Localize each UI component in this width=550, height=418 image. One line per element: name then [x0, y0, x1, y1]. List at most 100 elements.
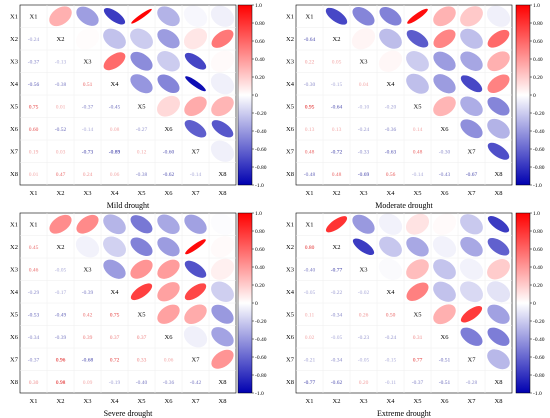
- colorbar-tick-label: -0.60: [533, 355, 545, 361]
- correlation-value: 0.48: [332, 172, 342, 178]
- x-tick-label: X8: [495, 398, 503, 405]
- correlation-value: -0.02: [358, 290, 370, 296]
- correlation-ellipse: [183, 5, 208, 27]
- y-tick-label: X2: [10, 36, 18, 43]
- colorbar-tick-label: 0.40: [255, 57, 265, 63]
- correlation-ellipse: [487, 142, 510, 160]
- panel-4: X1 0.80 X2 -0.40 -0.77 X3 -0.05 -0.22 -0.02 X4 0.1…: [286, 211, 545, 418]
- diagonal-label: X7: [468, 149, 477, 156]
- correlation-value: -0.15: [385, 357, 397, 363]
- correlation-value: 0.26: [359, 312, 369, 318]
- correlation-value: -0.73: [82, 149, 94, 155]
- y-tick-label: X7: [10, 149, 19, 156]
- correlation-value: 0.50: [386, 312, 396, 318]
- diagonal-label: X4: [387, 81, 396, 88]
- correlation-value: -0.40: [136, 380, 148, 386]
- y-tick-label: X8: [10, 171, 18, 178]
- correlation-value: -0.24: [385, 335, 397, 341]
- correlation-value: 0.22: [305, 59, 315, 65]
- colorbar-tick-label: -1.0: [255, 391, 264, 397]
- correlation-ellipse: [157, 304, 180, 324]
- correlation-ellipse: [157, 237, 180, 257]
- correlation-value: -0.67: [466, 172, 478, 178]
- correlation-value: 0.08: [110, 127, 120, 133]
- correlation-ellipse: [183, 326, 208, 348]
- x-tick-label: X5: [138, 398, 146, 405]
- correlation-ellipse: [460, 28, 483, 49]
- correlation-ellipse: [487, 216, 510, 233]
- correlation-ellipse: [76, 214, 99, 234]
- correlation-ellipse: [460, 75, 483, 93]
- correlation-ellipse: [185, 239, 206, 255]
- correlation-value: -0.34: [331, 312, 343, 318]
- correlation-value: 0.06: [164, 357, 174, 363]
- correlation-value: -0.23: [358, 335, 370, 341]
- correlation-ellipse: [406, 30, 429, 48]
- correlation-ellipse: [103, 8, 126, 25]
- colorbar-tick-label: -0.40: [533, 337, 545, 343]
- correlation-ellipse: [433, 259, 456, 280]
- correlation-value: 0.01: [29, 172, 39, 178]
- correlation-value: -0.42: [190, 380, 202, 386]
- correlation-value: -0.13: [55, 59, 67, 65]
- colorbar-tick-label: -0.20: [255, 111, 267, 117]
- x-tick-label: X6: [441, 190, 450, 197]
- colorbar-tick-label: 0: [255, 301, 258, 307]
- x-tick-label: X6: [165, 190, 174, 197]
- correlation-value: 0.37: [110, 335, 120, 341]
- correlation-value: -0.89: [109, 149, 121, 155]
- correlation-ellipse: [210, 5, 235, 27]
- correlation-value: -0.30: [304, 82, 316, 88]
- correlation-value: 0.45: [29, 245, 39, 251]
- correlation-value: -0.30: [439, 149, 451, 155]
- correlation-ellipse: [487, 327, 510, 346]
- diagonal-label: X5: [414, 312, 422, 319]
- colorbar-tick-label: 0.80: [533, 229, 543, 235]
- y-tick-label: X7: [286, 357, 295, 364]
- correlation-value: -0.17: [55, 290, 67, 296]
- colorbar-tick-label: 0: [255, 93, 258, 99]
- correlation-value: -0.45: [109, 104, 121, 110]
- colorbar-tick-label: 0.20: [255, 283, 265, 289]
- correlation-ellipse: [76, 6, 99, 26]
- correlation-ellipse: [407, 8, 428, 24]
- correlation-ellipse: [487, 259, 510, 280]
- x-tick-label: X3: [84, 398, 92, 405]
- correlation-value: 0.37: [137, 335, 147, 341]
- correlation-ellipse: [49, 6, 72, 27]
- correlation-value: 0.56: [386, 172, 396, 178]
- correlation-value: -0.37: [82, 104, 94, 110]
- correlation-ellipse: [157, 282, 180, 302]
- colorbar-tick-label: 0.40: [255, 265, 265, 271]
- y-tick-label: X7: [286, 149, 295, 156]
- x-tick-label: X4: [387, 190, 396, 197]
- y-tick-label: X5: [286, 104, 294, 111]
- correlation-value: -0.33: [358, 149, 370, 155]
- colorbar-tick-label: 0.40: [533, 265, 543, 271]
- correlation-ellipse: [184, 52, 207, 70]
- x-tick-label: X2: [333, 398, 341, 405]
- correlation-value: -0.39: [82, 290, 94, 296]
- colorbar-tick-label: -0.60: [255, 355, 267, 361]
- correlation-ellipse: [406, 51, 429, 72]
- colorbar: [237, 4, 253, 186]
- x-tick-label: X6: [441, 398, 450, 405]
- correlation-ellipse: [433, 6, 456, 27]
- colorbar-tick-label: 0.40: [533, 57, 543, 63]
- correlation-value: -0.38: [55, 82, 67, 88]
- colorbar-tick-label: 0: [533, 301, 536, 307]
- correlation-value: 0.01: [56, 104, 66, 110]
- correlation-ellipse: [352, 238, 375, 255]
- colorbar: [515, 4, 531, 186]
- correlation-ellipse: [406, 259, 429, 280]
- correlation-ellipse: [184, 96, 207, 117]
- correlation-ellipse: [487, 51, 510, 72]
- correlation-value: 0.46: [29, 267, 39, 273]
- correlation-ellipse: [211, 349, 234, 369]
- correlation-value: -0.49: [55, 312, 67, 318]
- correlation-ellipse: [211, 304, 234, 324]
- correlation-ellipse: [433, 74, 456, 94]
- colorbar-tick-label: -0.40: [533, 129, 545, 135]
- correlation-ellipse: [433, 51, 456, 71]
- y-tick-label: X6: [10, 126, 19, 133]
